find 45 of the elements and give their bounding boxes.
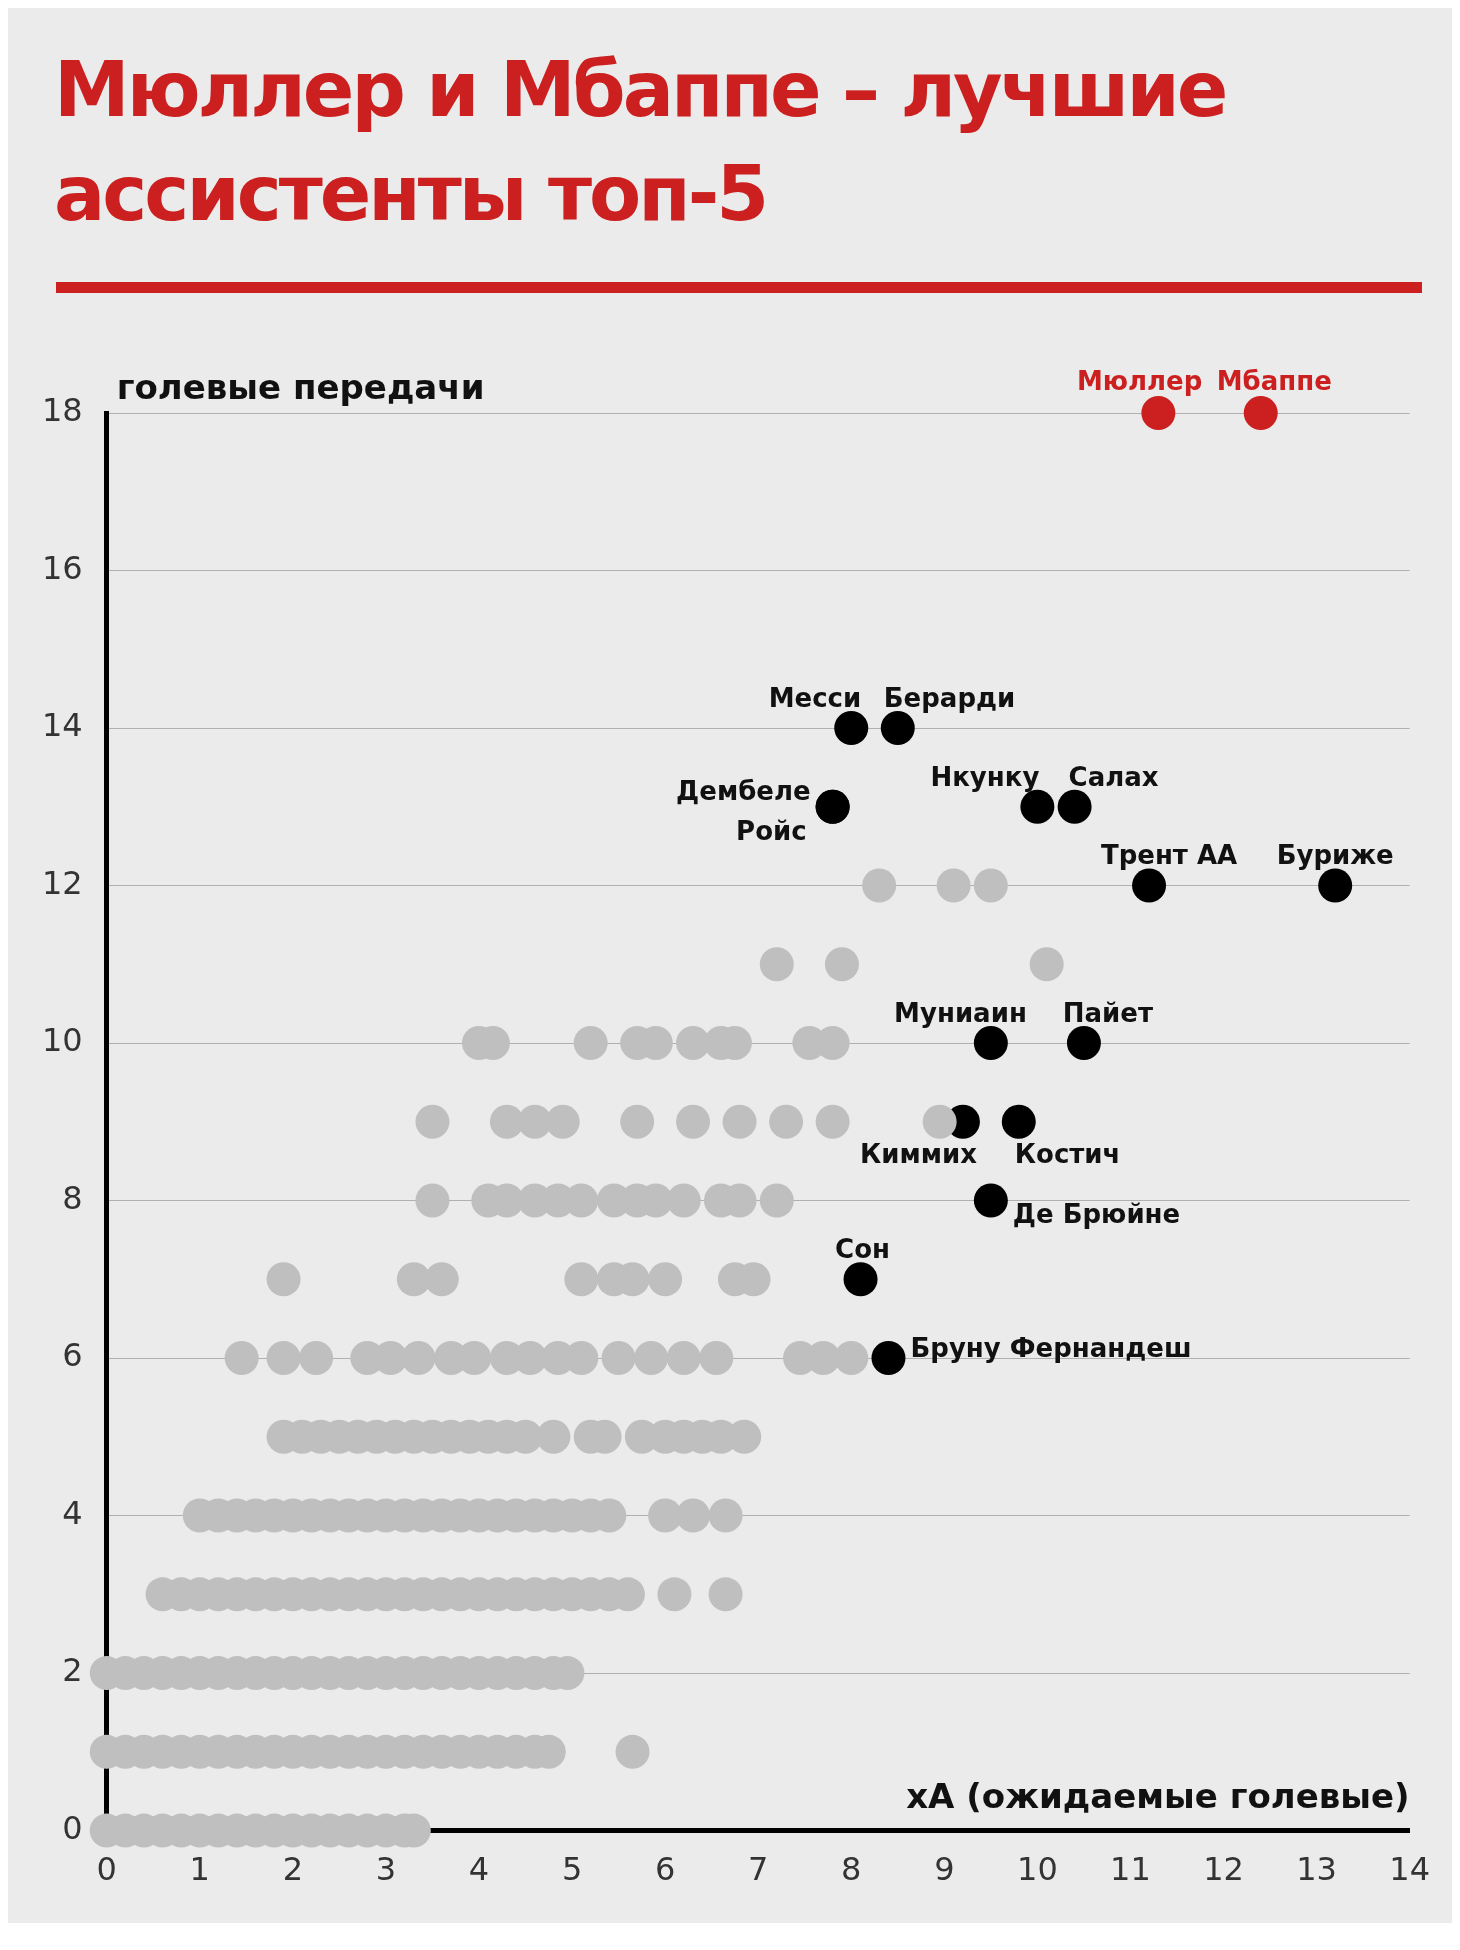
series-label: Костич bbox=[1014, 1138, 1121, 1169]
series-label: Салах bbox=[1068, 761, 1159, 792]
series-label: Ройс bbox=[736, 815, 807, 846]
series-label: Трент АА bbox=[1100, 840, 1238, 871]
series-label: Де Брюйне bbox=[1012, 1199, 1181, 1230]
series-label: Буриже bbox=[1276, 840, 1394, 871]
x-tick-label: 6 bbox=[654, 1850, 676, 1889]
y-tick-label: 4 bbox=[62, 1493, 83, 1532]
x-tick-label: 13 bbox=[1296, 1850, 1337, 1889]
y-tick-label: 10 bbox=[42, 1021, 83, 1060]
y-axis-title: голевые передачи bbox=[116, 366, 485, 407]
y-tick-label: 2 bbox=[62, 1651, 83, 1690]
series-label: Сон bbox=[835, 1234, 891, 1265]
y-tick-label: 8 bbox=[62, 1178, 83, 1217]
series-label: Дембеле bbox=[676, 775, 811, 806]
y-tick-label: 18 bbox=[42, 391, 83, 430]
x-tick-label: 11 bbox=[1110, 1850, 1151, 1889]
series-label: Нкунку bbox=[930, 761, 1040, 792]
series-label: Пайет bbox=[1062, 997, 1154, 1028]
chart-title: Мюллер и Мбаппе – лучшие ассистенты топ-5 bbox=[54, 44, 1227, 240]
series-label: Месси bbox=[768, 682, 862, 713]
y-tick-label: 16 bbox=[42, 548, 83, 587]
x-tick-label: 3 bbox=[375, 1850, 397, 1889]
series-label: Мюллер bbox=[1076, 365, 1203, 396]
y-tick-label: 14 bbox=[42, 706, 83, 745]
series-label: Берарди bbox=[883, 682, 1016, 713]
x-tick-label: 14 bbox=[1389, 1850, 1430, 1889]
x-tick-label: 2 bbox=[282, 1850, 304, 1889]
y-tick-label: 6 bbox=[62, 1336, 83, 1375]
series-label: Муниаин bbox=[894, 997, 1027, 1028]
x-tick-label: 5 bbox=[561, 1850, 583, 1889]
y-tick-label: 12 bbox=[42, 863, 83, 902]
x-tick-label: 7 bbox=[748, 1850, 769, 1889]
x-tick-label: 1 bbox=[189, 1850, 210, 1889]
series-label: Киммих bbox=[859, 1138, 978, 1169]
y-tick-label: 0 bbox=[62, 1808, 83, 1847]
series-label: Бруну Фернандеш bbox=[910, 1332, 1192, 1363]
x-tick-label: 9 bbox=[934, 1850, 955, 1889]
x-tick-label: 10 bbox=[1017, 1850, 1058, 1889]
x-tick-label: 8 bbox=[841, 1850, 862, 1889]
x-tick-label: 12 bbox=[1203, 1850, 1244, 1889]
x-tick-label: 4 bbox=[468, 1850, 490, 1889]
x-axis-title: xA (ожидаемые голевые) bbox=[906, 1776, 1410, 1817]
x-tick-label: 0 bbox=[96, 1850, 117, 1889]
series-label: Мбаппе bbox=[1216, 365, 1332, 396]
